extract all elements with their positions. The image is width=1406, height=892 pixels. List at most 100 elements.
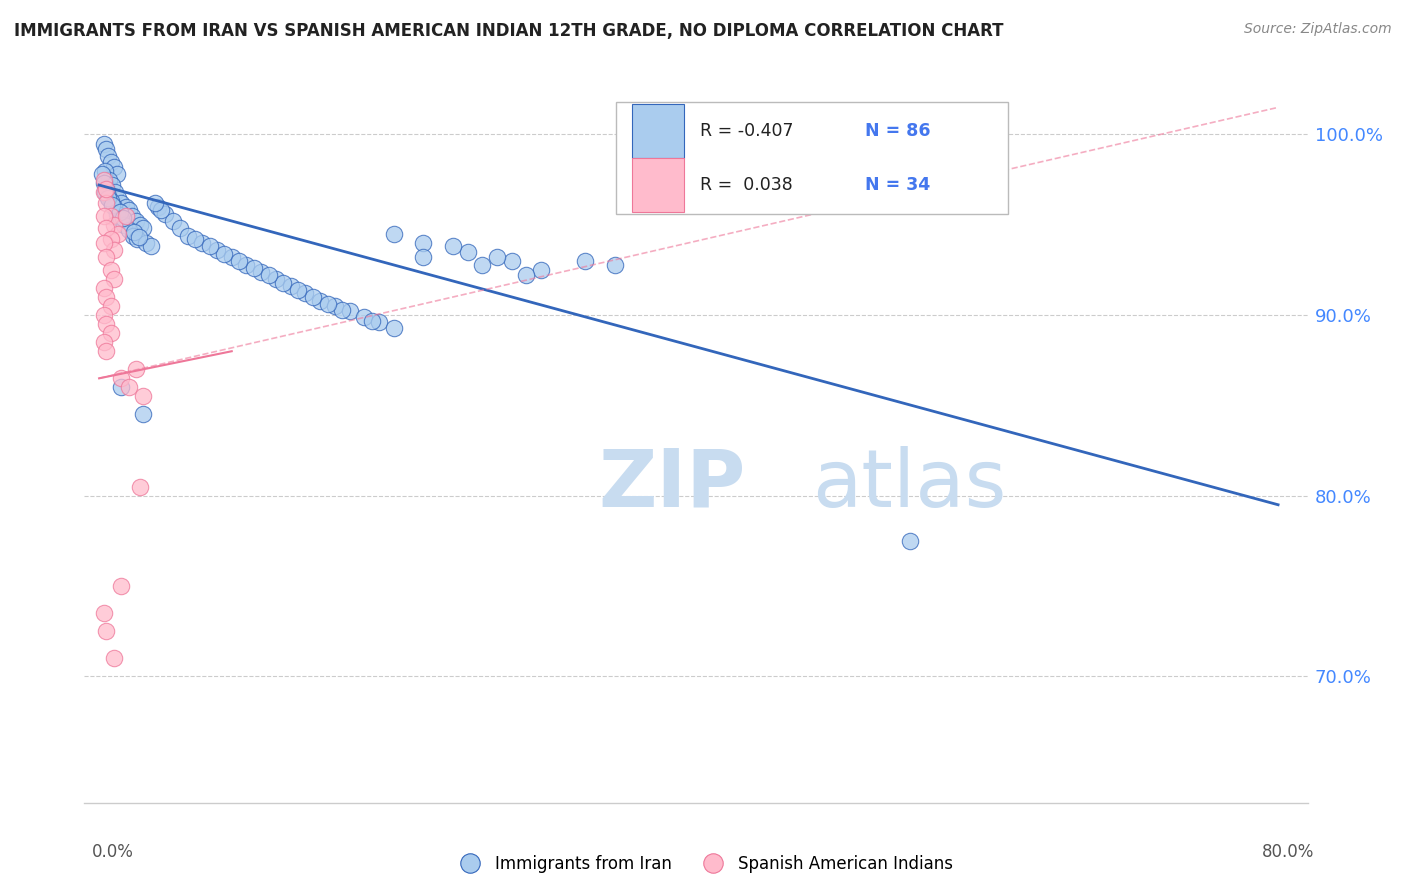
Point: [125, 214, 148, 228]
Legend: Immigrants from Iran, Spanish American Indians: Immigrants from Iran, Spanish American I…: [446, 848, 960, 880]
Point: [117, 223, 139, 237]
Point: [93, 186, 115, 200]
Point: [214, 246, 236, 260]
Point: [107, 191, 129, 205]
Point: [294, 286, 316, 301]
Point: [143, 196, 166, 211]
Point: [228, 254, 250, 268]
Point: [114, 200, 136, 214]
Text: 0.0%: 0.0%: [91, 843, 134, 861]
Point: [191, 235, 214, 250]
Point: [93, 172, 115, 186]
Point: [162, 214, 184, 228]
Point: [898, 533, 921, 548]
Point: [287, 283, 309, 297]
Point: [273, 276, 295, 290]
Point: [382, 227, 405, 241]
Text: ZIP: ZIP: [598, 446, 745, 524]
Point: [368, 315, 391, 329]
Point: [603, 258, 626, 272]
Point: [117, 203, 139, 218]
Point: [235, 258, 257, 272]
Point: [96, 196, 118, 211]
Point: [330, 302, 353, 317]
Point: [110, 212, 132, 227]
Point: [96, 290, 118, 304]
Point: [339, 304, 361, 318]
Point: [105, 207, 128, 221]
Point: [103, 200, 125, 214]
Point: [96, 221, 118, 235]
Point: [122, 228, 145, 243]
Point: [323, 299, 346, 313]
Point: [112, 218, 135, 232]
Point: [100, 263, 122, 277]
Point: [412, 250, 434, 264]
Point: [103, 218, 125, 232]
Point: [91, 167, 114, 181]
Point: [96, 181, 118, 195]
Point: [93, 308, 115, 322]
Point: [93, 209, 115, 223]
Point: [96, 344, 118, 359]
Point: [155, 207, 177, 221]
Point: [221, 250, 243, 264]
Point: [103, 243, 125, 257]
Point: [97, 149, 120, 163]
Point: [150, 203, 173, 218]
Point: [105, 167, 128, 181]
Point: [316, 297, 339, 311]
Point: [146, 200, 169, 214]
Point: [103, 272, 125, 286]
Point: [103, 651, 125, 665]
FancyBboxPatch shape: [633, 158, 683, 211]
Point: [100, 209, 122, 223]
Point: [132, 408, 155, 422]
Point: [124, 225, 146, 239]
Point: [103, 160, 125, 174]
Point: [114, 209, 136, 223]
Point: [574, 254, 596, 268]
Point: [93, 606, 115, 620]
Point: [250, 265, 273, 279]
Point: [382, 320, 405, 334]
FancyBboxPatch shape: [633, 104, 683, 158]
Point: [309, 293, 332, 308]
Text: R =  0.038: R = 0.038: [700, 176, 793, 194]
Point: [111, 211, 134, 225]
Point: [127, 232, 149, 246]
Point: [139, 239, 162, 253]
Text: N = 34: N = 34: [865, 176, 929, 194]
Point: [101, 198, 124, 212]
Point: [94, 163, 117, 178]
Point: [129, 218, 152, 232]
Point: [96, 317, 118, 331]
Point: [301, 290, 323, 304]
Point: [97, 189, 120, 203]
Point: [132, 221, 155, 235]
Text: N = 86: N = 86: [865, 122, 931, 140]
Point: [457, 244, 479, 259]
Text: IMMIGRANTS FROM IRAN VS SPANISH AMERICAN INDIAN 12TH GRADE, NO DIPLOMA CORRELATI: IMMIGRANTS FROM IRAN VS SPANISH AMERICAN…: [14, 22, 1004, 40]
Point: [100, 299, 122, 313]
Point: [100, 154, 122, 169]
Point: [205, 243, 228, 257]
Point: [280, 279, 302, 293]
Point: [129, 480, 152, 494]
Point: [93, 176, 115, 190]
FancyBboxPatch shape: [616, 102, 1008, 214]
Point: [110, 579, 132, 593]
Point: [515, 268, 537, 283]
Point: [501, 254, 523, 268]
Point: [93, 235, 115, 250]
Point: [108, 205, 131, 219]
Point: [93, 335, 115, 350]
Point: [441, 239, 464, 253]
Point: [98, 172, 121, 186]
Point: [110, 371, 132, 385]
Point: [412, 235, 434, 250]
Point: [121, 209, 143, 223]
Text: atlas: atlas: [813, 446, 1007, 524]
Point: [243, 261, 266, 276]
Point: [184, 232, 207, 246]
